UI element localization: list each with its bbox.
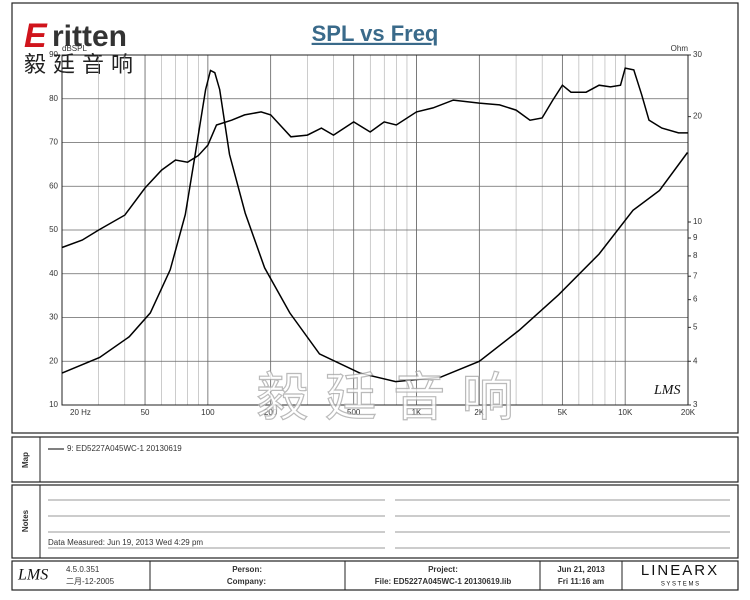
logo-mark: E — [24, 17, 48, 55]
build-date: 二月-12-2005 — [66, 577, 115, 586]
report-time: Fri 11:16 am — [558, 577, 604, 586]
map-panel — [11, 436, 739, 483]
y2-tick-label: 4 — [693, 356, 698, 365]
series-line — [61, 69, 689, 383]
plot-frame — [61, 54, 689, 406]
logo: ritten — [52, 20, 127, 53]
note-lines — [48, 499, 730, 549]
y2-tick-label: 7 — [693, 271, 698, 280]
x-tick-label: 200 — [264, 408, 278, 417]
y2-tick-label: 5 — [693, 322, 698, 331]
x-tick-label: 100 — [201, 408, 215, 417]
brand-sub: S Y S T E M S — [661, 582, 699, 588]
y-axis-label: dBSPL — [62, 44, 87, 53]
plot-panel — [11, 2, 739, 434]
corner-mark: LMS — [653, 383, 680, 398]
person: Person: — [232, 565, 262, 574]
x-tick-label: 500 — [347, 408, 361, 417]
y-tick-label: 40 — [49, 269, 58, 278]
y2-tick-label: 30 — [693, 50, 702, 59]
chart-title: SPL vs Freq — [312, 21, 439, 46]
y-tick-label: 70 — [49, 138, 58, 147]
y-tick-label: 60 — [49, 181, 58, 190]
y2-tick-label: 20 — [693, 112, 702, 121]
project: Project: — [428, 565, 458, 574]
notes-panel — [11, 484, 739, 559]
y2-tick-label: 9 — [693, 233, 698, 242]
x-tick-label: 2K — [474, 408, 484, 417]
x-tick-label: 20K — [681, 408, 696, 417]
footer-logo: LMS — [17, 567, 48, 584]
y2-axis-label: Ohm — [671, 44, 689, 53]
company: Company: — [227, 577, 266, 586]
y-tick-label: 50 — [49, 225, 58, 234]
x-tick-label: 50 — [141, 408, 150, 417]
watermark: 毅 廷 音 响 — [256, 369, 514, 429]
x-tick-label: 10K — [618, 408, 633, 417]
y2-tick-label: 3 — [693, 400, 698, 409]
brand: LINEARX — [641, 562, 719, 579]
footer-dividers — [149, 561, 623, 590]
logo-sub: 毅 廷 音 响 — [24, 53, 133, 78]
notes-label: Notes — [21, 509, 30, 532]
y-tick-label: 90 — [49, 50, 58, 59]
report-date: Jun 21, 2013 — [557, 565, 605, 574]
x-tick-label: 5K — [557, 408, 567, 417]
version: 4.5.0.351 — [66, 565, 100, 574]
map-label: Map — [21, 452, 30, 468]
y2-tick-label: 6 — [693, 295, 698, 304]
notes-text: Data Measured: Jun 19, 2013 Wed 4:29 pm — [48, 538, 203, 547]
x-tick-label: 1K — [412, 408, 422, 417]
file: File: ED5227A045WC-1 20130619.lib — [375, 577, 512, 586]
y-tick-label: 20 — [49, 356, 58, 365]
y2-tick-label: 8 — [693, 251, 698, 260]
y2-tick-label: 10 — [693, 217, 702, 226]
y-tick-label: 10 — [49, 400, 58, 409]
y-tick-label: 80 — [49, 94, 58, 103]
x-tick-label: 20 Hz — [70, 408, 91, 417]
y-tick-label: 30 — [49, 313, 58, 322]
legend-entry: 9: ED5227A045WC-1 20130619 — [67, 444, 182, 453]
series-line — [61, 67, 688, 249]
footer — [11, 560, 739, 591]
